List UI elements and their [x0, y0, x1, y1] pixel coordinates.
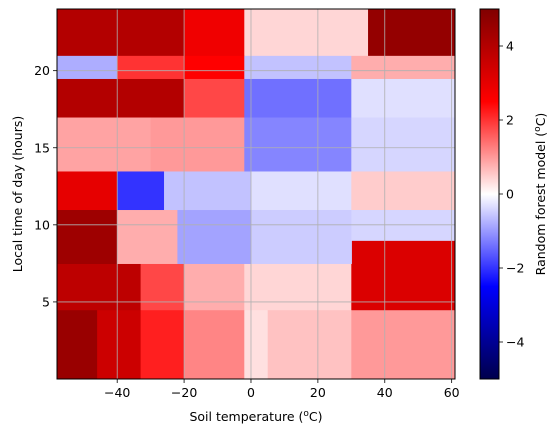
heatmap-cell [244, 78, 352, 118]
y-tick-label: 20 [34, 63, 50, 78]
heatmap-cells [57, 9, 455, 379]
grid-lines [57, 9, 455, 379]
colorbar-tick-label: 0 [506, 187, 514, 202]
x-tick-label: −40 [104, 385, 130, 400]
heatmap-cell [57, 55, 118, 79]
heatmap-cell [184, 9, 245, 56]
colorbar-tick-label: 2 [506, 113, 514, 128]
x-axis-ticks: −40 −20 0 20 40 60 [104, 379, 460, 400]
heatmap-cell [97, 309, 142, 379]
colorbar-ticks: −4 −2 0 2 4 [499, 39, 524, 350]
colorbar [479, 8, 500, 380]
heatmap-cell [250, 170, 352, 211]
heatmap-cell [351, 309, 455, 379]
x-tick-label: 60 [444, 385, 460, 400]
x-tick-label: 0 [247, 385, 255, 400]
heatmap-cell [57, 309, 98, 379]
x-tick-label: −20 [171, 385, 197, 400]
heatmap-cell [351, 55, 455, 79]
heatmap-cell [184, 263, 245, 311]
heatmap-cell [117, 55, 185, 79]
heatmap-cell [184, 309, 245, 379]
heatmap-cell [117, 209, 179, 264]
heatmap-cell [351, 78, 455, 118]
heatmap-cell [177, 209, 252, 264]
heatmap-cell [57, 116, 152, 172]
heatmap-cell [140, 263, 185, 311]
colorbar-tick-label: −2 [506, 261, 524, 276]
heatmap-cell [244, 9, 369, 56]
heatmap-cell [244, 55, 352, 79]
heatmap-cell [244, 309, 269, 379]
x-axis-label: Soil temperature (oC) [189, 409, 322, 424]
x-axis-label-superscript: o [303, 409, 309, 419]
heatmap-cell [250, 209, 352, 264]
y-tick-label: 10 [34, 217, 50, 232]
heatmap-cell [117, 170, 165, 211]
x-tick-label: 40 [377, 385, 393, 400]
heatmap-cell [351, 170, 455, 211]
x-tick-label: 20 [310, 385, 326, 400]
plot-frame [56, 8, 456, 380]
heatmap-cell [57, 263, 142, 311]
heatmap-cell [57, 209, 118, 264]
heatmap-cell [164, 170, 252, 211]
heatmap-cell [57, 78, 185, 118]
heatmap-cell [184, 55, 245, 79]
y-axis-ticks: 5 10 15 20 [34, 63, 57, 309]
heatmap-cell [140, 309, 185, 379]
colorbar-tick-label: 4 [506, 39, 514, 54]
heatmap-cell [57, 9, 185, 56]
y-tick-label: 15 [34, 140, 50, 155]
colorbar-label: Random forest model (oC) [533, 113, 548, 276]
colorbar-label-superscript: o [533, 126, 543, 132]
y-axis-label: Local time of day (hours) [10, 116, 25, 272]
heatmap-cell [57, 170, 118, 211]
heatmap-cell [267, 309, 352, 379]
heatmap-cell [368, 9, 455, 56]
heatmap-cell [244, 116, 352, 172]
colorbar-tick-label: −4 [506, 335, 524, 350]
heatmap-cell [351, 116, 455, 172]
heatmap-cell [184, 78, 245, 118]
heatmap-cell [244, 263, 352, 311]
heatmap-cell [351, 240, 455, 311]
heatmap-cell [150, 116, 245, 172]
y-tick-label: 5 [42, 294, 50, 309]
